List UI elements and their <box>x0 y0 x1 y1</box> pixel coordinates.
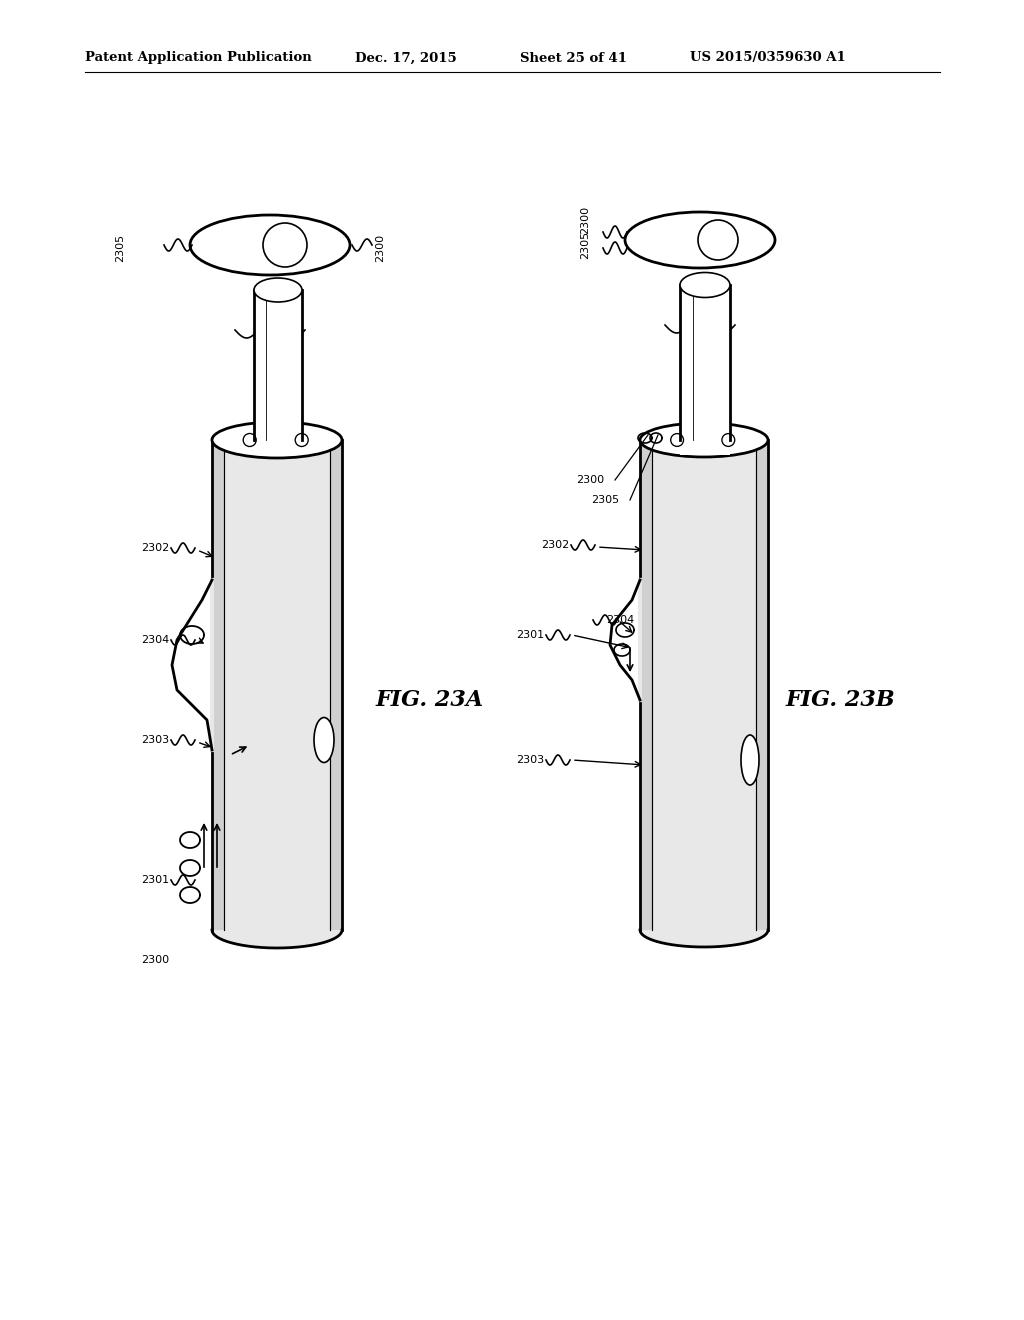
Bar <box>680 300 730 455</box>
Circle shape <box>244 433 256 446</box>
Text: 2305: 2305 <box>580 231 590 259</box>
Text: 2304: 2304 <box>606 615 634 624</box>
Text: 2300: 2300 <box>580 206 590 234</box>
Ellipse shape <box>640 422 768 457</box>
Text: 2301: 2301 <box>516 630 544 640</box>
Text: 2303: 2303 <box>141 735 169 744</box>
Text: 2304: 2304 <box>141 635 169 645</box>
Ellipse shape <box>212 422 342 458</box>
Ellipse shape <box>254 279 302 302</box>
Text: Sheet 25 of 41: Sheet 25 of 41 <box>520 51 627 65</box>
Bar <box>212 440 223 931</box>
Text: 2303: 2303 <box>516 755 544 766</box>
Text: 2305: 2305 <box>115 234 125 263</box>
Text: 2300: 2300 <box>575 475 604 484</box>
Text: 2305: 2305 <box>591 495 620 506</box>
Bar <box>640 440 768 931</box>
Ellipse shape <box>680 272 730 297</box>
Text: 2302: 2302 <box>141 543 169 553</box>
Ellipse shape <box>190 215 350 275</box>
Text: Dec. 17, 2015: Dec. 17, 2015 <box>355 51 457 65</box>
Text: 2302: 2302 <box>541 540 569 550</box>
Text: 2301: 2301 <box>141 875 169 884</box>
Bar <box>212 440 342 931</box>
Bar <box>254 305 302 454</box>
Polygon shape <box>212 931 342 948</box>
Circle shape <box>263 223 307 267</box>
Circle shape <box>722 433 735 446</box>
Ellipse shape <box>625 213 775 268</box>
Ellipse shape <box>741 735 759 785</box>
Polygon shape <box>640 931 768 946</box>
Text: 2300: 2300 <box>141 954 169 965</box>
Text: US 2015/0359630 A1: US 2015/0359630 A1 <box>690 51 846 65</box>
Text: FIG. 23B: FIG. 23B <box>785 689 895 711</box>
Bar <box>640 440 651 931</box>
Bar <box>331 440 342 931</box>
Bar <box>757 440 768 931</box>
Text: FIG. 23A: FIG. 23A <box>376 689 484 711</box>
Circle shape <box>295 433 308 446</box>
Circle shape <box>698 220 738 260</box>
Ellipse shape <box>314 718 334 763</box>
Text: Patent Application Publication: Patent Application Publication <box>85 51 311 65</box>
Circle shape <box>671 433 684 446</box>
Text: 2300: 2300 <box>375 234 385 263</box>
